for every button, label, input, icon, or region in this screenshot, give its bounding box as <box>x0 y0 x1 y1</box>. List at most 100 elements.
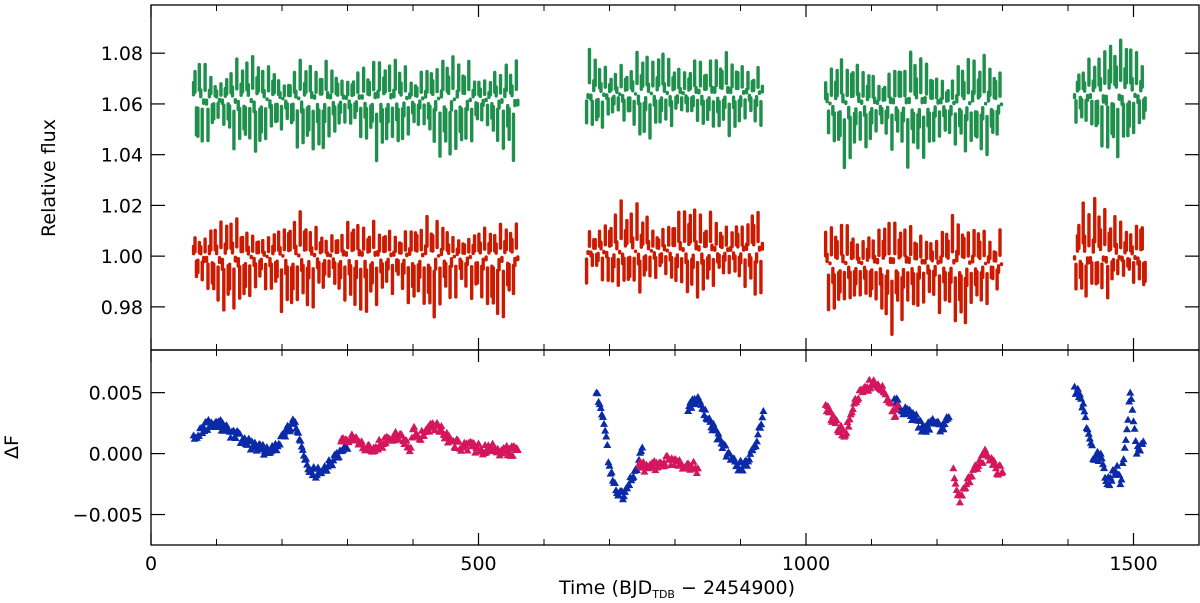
bottom-series-0-marker <box>752 437 761 445</box>
bottom-series-1-marker <box>513 445 522 453</box>
bottom-panel-y-tick-label: 0.000 <box>89 444 143 466</box>
bottom-series-0-marker <box>1126 388 1135 396</box>
bottom-series-1-marker <box>406 443 415 451</box>
bottom-series-0-marker <box>1107 476 1116 484</box>
bottom-series-0-marker <box>1088 441 1097 449</box>
bottom-series-0-marker <box>1081 413 1090 421</box>
bottom-series-1 <box>336 375 1007 506</box>
x-axis-title-main: Time (BJD <box>558 577 652 599</box>
x-tick-label: 1000 <box>782 553 830 575</box>
bottom-series-0-marker <box>610 478 619 486</box>
bottom-series-0-marker <box>281 432 290 440</box>
bottom-series-1-marker <box>454 437 463 445</box>
bottom-series-0-marker <box>1121 435 1130 443</box>
bottom-series-1-marker <box>402 436 411 444</box>
bottom-series-0-marker <box>1085 434 1094 442</box>
bottom-series-0-marker <box>1076 390 1085 398</box>
bottom-y-axis-title: ΔF <box>1 435 23 459</box>
bottom-series-0-marker <box>1079 399 1088 407</box>
bottom-series-0-marker <box>258 440 267 448</box>
bottom-series-1-marker <box>998 467 1007 475</box>
bottom-series-0-marker <box>939 425 948 433</box>
bottom-series-0-marker <box>322 466 331 474</box>
bottom-series-0-marker <box>1122 425 1131 433</box>
bottom-series-1-marker <box>892 404 901 412</box>
bottom-series-0-marker <box>334 453 343 461</box>
bottom-series-1-marker <box>845 415 854 423</box>
bottom-series-1-marker <box>887 399 896 407</box>
bottom-series-1-marker <box>693 464 702 472</box>
bottom-series-0-marker <box>743 461 752 469</box>
bottom-series-0-marker <box>687 403 696 411</box>
bottom-series-0-marker <box>1080 407 1089 415</box>
top-panel-y-tick-label: 1.02 <box>101 195 143 217</box>
bottom-series-0-marker <box>714 429 723 437</box>
bottom-series-0-marker <box>1084 429 1093 437</box>
x-tick-label: 0 <box>145 553 157 575</box>
bottom-series-0-marker <box>912 410 921 418</box>
bottom-series-0-marker <box>940 419 949 427</box>
bottom-series-0-marker <box>705 414 714 422</box>
bottom-series-0-marker <box>302 454 311 462</box>
bottom-series-0-marker <box>922 427 931 435</box>
bottom-series-0-marker <box>199 422 208 430</box>
bottom-series-0-marker <box>759 406 768 414</box>
bottom-series-1-marker <box>848 405 857 413</box>
bottom-series-0-marker <box>619 492 628 500</box>
bottom-series-0-marker <box>1119 455 1128 463</box>
x-tick-label: 500 <box>460 553 496 575</box>
bottom-series-1-marker <box>950 474 959 482</box>
top-panel: 0.98 1.00 1.02 1.04 1.06 1.08 <box>101 4 1200 351</box>
bottom-series-0-marker <box>600 419 609 427</box>
bottom-series-1-marker <box>381 439 390 447</box>
bottom-series-1-marker <box>437 422 446 430</box>
x-axis-title-tail: − 2454900) <box>675 577 795 599</box>
bottom-panel-y-tick-label: −0.005 <box>73 505 143 527</box>
bottom-series-0-marker <box>629 472 638 480</box>
bottom-series-0-marker <box>1117 475 1126 483</box>
bottom-panel-frame <box>150 349 1200 546</box>
bottom-series-0-marker <box>605 461 614 469</box>
bottom-series-0-marker <box>294 428 303 436</box>
bottom-series-1-marker <box>958 491 967 499</box>
bottom-series-1-marker <box>357 437 366 445</box>
bottom-series-1-marker <box>989 456 998 464</box>
bottom-series-0 <box>189 382 1148 503</box>
bottom-series-0-marker <box>272 446 281 454</box>
bottom-series-0-marker <box>1097 454 1106 462</box>
bottom-series-1-marker <box>378 443 387 451</box>
bottom-series-0-marker <box>944 413 953 421</box>
bottom-series-1-marker <box>394 435 403 443</box>
bottom-series-1-marker <box>400 440 409 448</box>
bottom-series-1-marker <box>962 480 971 488</box>
bottom-series-0-marker <box>298 445 307 453</box>
bottom-series-1-marker <box>893 400 902 408</box>
bottom-series-1-marker <box>978 458 987 466</box>
bottom-series-0-marker <box>1083 425 1092 433</box>
bottom-series-1-marker <box>878 381 887 389</box>
bottom-series-1-marker <box>854 394 863 402</box>
bottom-series-0-marker <box>231 433 240 441</box>
bottom-series-0-marker <box>593 389 602 397</box>
bottom-series-0-marker <box>637 447 646 455</box>
bottom-series-0-marker <box>1124 415 1133 423</box>
bottom-series-0-marker <box>745 455 754 463</box>
bottom-series-0-marker <box>598 413 607 421</box>
bottom-series-0-marker <box>1116 480 1125 488</box>
bottom-series-1-marker <box>488 439 497 447</box>
bottom-series-1-marker <box>891 412 900 420</box>
bottom-series-0-marker <box>1131 437 1140 445</box>
bottom-series-0-marker <box>1127 394 1136 402</box>
bottom-series-1-marker <box>398 431 407 439</box>
bottom-series-0-marker <box>701 405 710 413</box>
bottom-series-0-marker <box>595 400 604 408</box>
top-panel-y-tick-label: 1.08 <box>101 43 143 65</box>
bottom-series-1-marker <box>965 478 974 486</box>
bottom-series-0-marker <box>303 460 312 468</box>
bottom-series-0-marker <box>296 436 305 444</box>
bottom-series-1-marker <box>661 461 670 469</box>
bottom-series-0-marker <box>343 444 352 452</box>
bottom-series-0-marker <box>328 461 337 469</box>
bottom-series-0-marker <box>329 456 338 464</box>
top-series-1 <box>191 196 1147 336</box>
